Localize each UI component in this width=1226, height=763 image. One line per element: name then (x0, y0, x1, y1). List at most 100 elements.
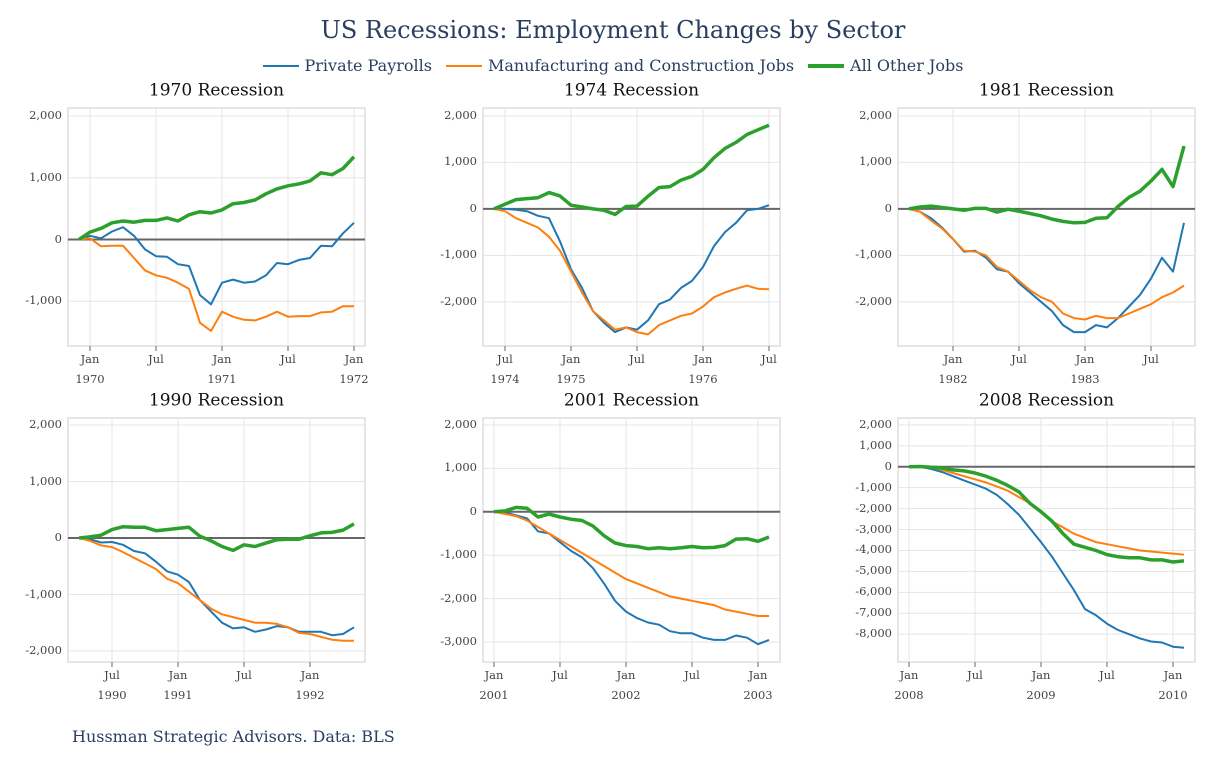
subplot-title: 2008 Recession (978, 390, 1115, 411)
x-tick-label: Jan 1992 (295, 668, 325, 702)
y-tick-label: -2,000 (25, 643, 62, 658)
y-tick-label: -8,000 (855, 626, 892, 641)
y-tick-label: 0 (54, 231, 62, 246)
plot-area (67, 417, 366, 663)
x-tick-label: Jul (761, 352, 777, 366)
legend-item: Manufacturing and Construction Jobs (445, 56, 795, 75)
x-tick-label: Jan 1983 (1070, 352, 1100, 386)
caption: Hussman Strategic Advisors. Data: BLS (72, 727, 395, 746)
subplot-title: 1970 Recession (148, 80, 285, 101)
y-tick-label: -2,000 (440, 294, 477, 309)
y-tick-label: 1,000 (444, 460, 477, 475)
x-tick-label: Jan 1972 (339, 352, 369, 386)
legend-swatch (808, 63, 845, 68)
x-tick-label: Jul (552, 668, 568, 682)
y-tick-label: 1,000 (444, 154, 477, 169)
series-line (493, 510, 770, 646)
chart-title: US Recessions: Employment Changes by Sec… (320, 16, 906, 44)
x-tick-label: Jul (236, 668, 252, 682)
y-tick-label: 1,000 (29, 473, 62, 488)
x-tick-label: Jul (629, 352, 645, 366)
y-tick-label: 1,000 (29, 169, 62, 184)
x-tick-label: Jan 2008 (894, 668, 924, 702)
x-tick-label: Jan 2002 (611, 668, 641, 702)
series-line (493, 207, 770, 336)
x-tick-label: Jan 1970 (75, 352, 105, 386)
subplot-title: 2001 Recession (563, 390, 700, 411)
x-tick-label: Jan 1976 (688, 352, 718, 386)
y-tick-label: 0 (54, 530, 62, 545)
series-line (493, 505, 770, 551)
series-line (493, 123, 770, 217)
legend-swatch (262, 64, 299, 67)
series-line (78, 537, 354, 642)
x-tick-label: Jul 1974 (490, 352, 520, 386)
legend-label: All Other Jobs (850, 56, 964, 75)
series-line (908, 145, 1186, 225)
plot-area (897, 417, 1196, 663)
x-tick-label: Jul (148, 352, 164, 366)
series-line (78, 537, 355, 637)
series-line (78, 522, 355, 553)
series-line (493, 510, 769, 617)
y-tick-label: 2,000 (859, 108, 892, 123)
y-tick-label: -2,000 (855, 294, 892, 309)
y-tick-label: 1,000 (859, 154, 892, 169)
legend-label: Manufacturing and Construction Jobs (487, 56, 795, 75)
x-tick-label: Jul (280, 352, 296, 366)
x-tick-label: Jan 1982 (938, 352, 968, 386)
x-tick-label: Jul (967, 668, 983, 682)
y-tick-label: 2,000 (444, 108, 477, 123)
y-tick-label: 2,000 (29, 417, 62, 432)
y-tick-label: -3,000 (440, 634, 477, 649)
y-tick-label: 2,000 (444, 417, 477, 432)
y-tick-label: -1,000 (855, 479, 892, 494)
plot-area (482, 417, 781, 663)
series-line (78, 155, 356, 241)
x-tick-label: Jan 1975 (556, 352, 586, 386)
x-tick-label: Jan 2010 (1158, 668, 1188, 702)
subplot-title: 1974 Recession (563, 80, 700, 101)
y-tick-label: 1,000 (859, 438, 892, 453)
series-line (909, 465, 1185, 649)
y-tick-label: -2,000 (440, 590, 477, 605)
y-tick-label: -1,000 (855, 247, 892, 262)
y-tick-label: 0 (469, 503, 477, 518)
x-tick-label: Jul (1099, 668, 1115, 682)
y-tick-label: 0 (884, 458, 892, 473)
y-tick-label: -1,000 (440, 547, 477, 562)
y-tick-label: 0 (469, 201, 477, 216)
series-line (494, 204, 770, 334)
legend: Private Payrolls Manufacturing and Constr… (0, 56, 1226, 75)
x-tick-label: Jan 2003 (743, 668, 773, 702)
legend-item: All Other Jobs (808, 56, 963, 75)
x-tick-label: Jul 1990 (97, 668, 127, 702)
legend-label: Private Payrolls (304, 56, 432, 75)
legend-item: Private Payrolls (262, 56, 432, 75)
y-tick-label: -6,000 (855, 584, 892, 599)
x-tick-label: Jul (1011, 352, 1027, 366)
y-tick-label: 2,000 (29, 108, 62, 123)
series-line (78, 222, 355, 306)
y-tick-label: -1,000 (440, 247, 477, 262)
x-tick-label: Jan 2001 (479, 668, 509, 702)
x-tick-label: Jan 1991 (163, 668, 193, 702)
y-tick-label: -1,000 (25, 293, 62, 308)
x-tick-label: Jan 2009 (1026, 668, 1056, 702)
x-tick-label: Jan 1971 (207, 352, 237, 386)
series-line (908, 464, 1185, 564)
y-tick-label: -2,000 (855, 500, 892, 515)
subplot-title: 1981 Recession (978, 80, 1115, 101)
y-tick-label: -7,000 (855, 605, 892, 620)
y-tick-label: -1,000 (25, 586, 62, 601)
x-tick-label: Jul (684, 668, 700, 682)
y-tick-label: 2,000 (859, 417, 892, 432)
y-tick-label: 0 (884, 201, 892, 216)
y-tick-label: -5,000 (855, 563, 892, 578)
subplot-title: 1990 Recession (148, 390, 285, 411)
y-tick-label: -3,000 (855, 521, 892, 536)
legend-swatch (445, 64, 482, 67)
x-tick-label: Jul (1143, 352, 1159, 366)
